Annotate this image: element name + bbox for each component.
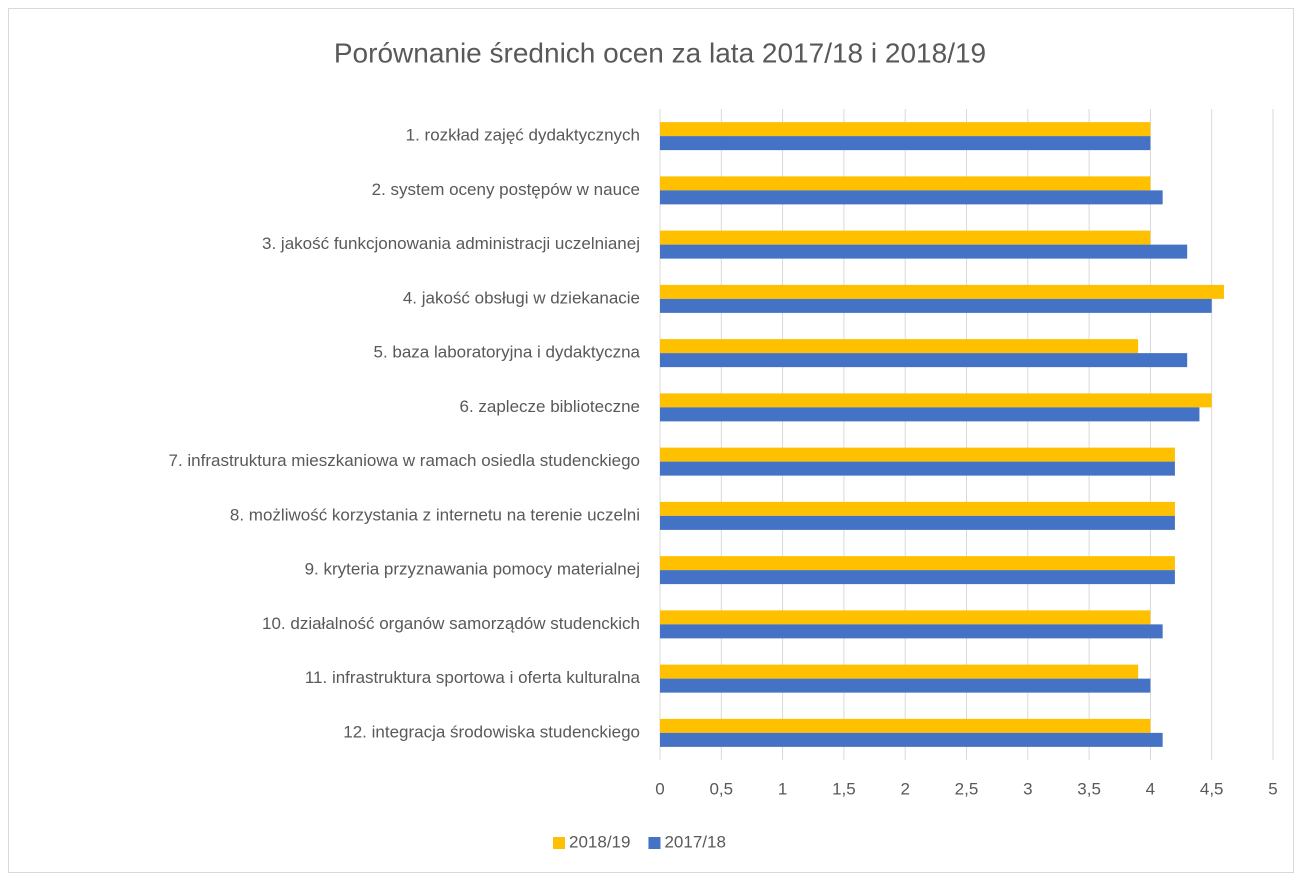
legend-swatch — [648, 837, 661, 849]
legend-swatch — [553, 837, 565, 849]
bar — [660, 136, 1151, 151]
x-tick-label: 2,5 — [955, 779, 979, 798]
y-tick-label: 8. możliwość korzystania z internetu na … — [230, 505, 640, 524]
bar — [660, 447, 1175, 462]
x-tick-label: 0,5 — [709, 779, 733, 798]
y-tick-label: 1. rozkład zajęć dydaktycznych — [406, 126, 640, 145]
bar — [660, 556, 1175, 571]
bar — [660, 298, 1212, 313]
bar — [660, 407, 1200, 422]
bar — [660, 339, 1139, 354]
bar — [660, 501, 1175, 516]
bar — [660, 678, 1151, 693]
legend-label: 2017/18 — [664, 832, 725, 851]
x-tick-label: 2 — [900, 779, 909, 798]
bar — [660, 190, 1163, 205]
bar — [660, 284, 1224, 299]
bar — [660, 230, 1151, 245]
bar — [660, 353, 1188, 368]
y-tick-label: 7. infrastruktura mieszkaniowa w ramach … — [168, 451, 640, 470]
y-tick-label: 5. baza laboratoryjna i dydaktyczna — [374, 343, 641, 362]
x-tick-label: 4 — [1146, 779, 1155, 798]
bar — [660, 122, 1151, 137]
bar — [660, 570, 1175, 585]
y-tick-label: 3. jakość funkcjonowania administracji u… — [262, 234, 640, 253]
y-tick-label: 10. działalność organów samorządów stude… — [262, 614, 640, 633]
chart-title: Porównanie średnich ocen za lata 2017/18… — [334, 37, 986, 68]
bar — [660, 515, 1175, 530]
bar — [660, 624, 1163, 639]
x-tick-label: 3,5 — [1077, 779, 1101, 798]
bar — [660, 610, 1151, 625]
bar — [660, 176, 1151, 191]
bar — [660, 664, 1139, 679]
bar — [660, 393, 1212, 408]
y-tick-label: 9. kryteria przyznawania pomocy material… — [305, 560, 640, 579]
x-tick-label: 4,5 — [1200, 779, 1224, 798]
bar — [660, 732, 1163, 747]
bar — [660, 461, 1175, 476]
x-tick-label: 0 — [655, 779, 664, 798]
bar — [660, 718, 1151, 733]
x-tick-label: 1,5 — [832, 779, 856, 798]
y-tick-label: 12. integracja środowiska studenckiego — [343, 722, 640, 741]
x-tick-label: 5 — [1268, 779, 1277, 798]
y-tick-label: 4. jakość obsługi w dziekanacie — [403, 288, 640, 307]
bar — [660, 244, 1188, 259]
x-tick-label: 1 — [778, 779, 787, 798]
x-tick-label: 3 — [1023, 779, 1032, 798]
y-tick-label: 11. infrastruktura sportowa i oferta kul… — [305, 668, 641, 687]
y-tick-label: 2. system oceny postępów w nauce — [372, 180, 640, 199]
y-tick-label: 6. zaplecze biblioteczne — [459, 397, 640, 416]
legend-label: 2018/19 — [569, 832, 630, 851]
